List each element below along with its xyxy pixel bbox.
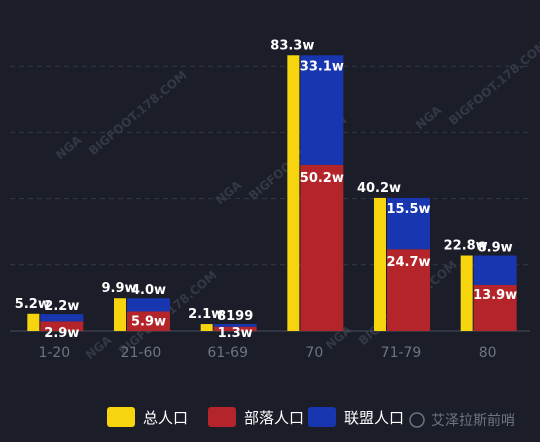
bar-alliance bbox=[473, 255, 517, 285]
bar-horde bbox=[213, 326, 257, 331]
legend-swatch bbox=[208, 407, 236, 427]
label-total: 22.8w bbox=[444, 239, 488, 254]
watermark-subtitle: BIGFOOT.178.COM bbox=[86, 68, 190, 158]
x-tick-label: 70 bbox=[305, 345, 323, 361]
source-caption: 艾泽拉斯前哨 bbox=[431, 412, 515, 429]
footer-caption: 艾泽拉斯前哨 bbox=[409, 412, 515, 429]
bar-horde bbox=[40, 321, 84, 331]
bar-horde bbox=[127, 311, 170, 331]
label-horde: 2.9w bbox=[44, 326, 79, 341]
bar-alliance bbox=[40, 314, 84, 322]
bar-total bbox=[374, 197, 386, 331]
bar-horde bbox=[473, 284, 517, 331]
label-horde: 1.3w bbox=[218, 326, 253, 341]
label-alliance: 15.5w bbox=[386, 202, 430, 217]
label-horde: 13.9w bbox=[473, 288, 517, 303]
label-total: 5.2w bbox=[15, 297, 50, 312]
bar-alliance bbox=[387, 197, 430, 250]
watermark-subtitle: BIGFOOT.178.COM bbox=[446, 38, 540, 128]
bar-total bbox=[287, 55, 300, 331]
label-horde: 50.2w bbox=[300, 171, 344, 186]
label-total: 9.9w bbox=[101, 281, 136, 296]
x-tick-label: 71-79 bbox=[381, 345, 422, 361]
label-alliance: 8.9w bbox=[478, 241, 513, 256]
bar-total bbox=[114, 298, 126, 331]
watermark-text: NGA bbox=[53, 132, 85, 162]
bar-total bbox=[460, 255, 473, 331]
bar-total bbox=[27, 313, 40, 331]
legend-label: 部落人口 bbox=[244, 409, 304, 427]
bar-horde bbox=[300, 164, 344, 331]
x-axis-ticks: 1-20 21-60 61-69 70 71-79 80 bbox=[38, 345, 496, 361]
label-total: 2.1w bbox=[188, 307, 223, 322]
watermark-text: NGA bbox=[413, 102, 445, 132]
label-horde: 5.9w bbox=[131, 314, 166, 329]
legend: 总人口 部落人口 联盟人口 bbox=[107, 407, 404, 427]
legend-label: 联盟人口 bbox=[344, 409, 404, 427]
x-tick-label: 1-20 bbox=[38, 345, 70, 361]
label-horde: 24.7w bbox=[386, 255, 430, 270]
legend-swatch bbox=[107, 407, 135, 427]
x-tick-label: 21-60 bbox=[121, 345, 162, 361]
wechat-icon bbox=[409, 412, 425, 428]
label-alliance: 2.2w bbox=[44, 299, 79, 314]
label-alliance: 8199 bbox=[217, 309, 253, 324]
bar-alliance bbox=[300, 55, 344, 165]
bar-horde bbox=[387, 249, 430, 331]
bar-total bbox=[200, 324, 213, 331]
grid-lines bbox=[10, 65, 530, 332]
bar-alliance bbox=[127, 298, 170, 312]
label-alliance: 33.1w bbox=[300, 59, 344, 74]
watermark-text: NGA bbox=[213, 177, 245, 207]
legend-label: 总人口 bbox=[143, 409, 188, 427]
x-tick-label: 80 bbox=[479, 345, 497, 361]
label-total: 40.2w bbox=[357, 181, 401, 196]
x-tick-label: 61-69 bbox=[207, 345, 248, 361]
label-total: 83.3w bbox=[270, 38, 314, 53]
label-alliance: 4.0w bbox=[131, 283, 166, 298]
watermark-text: NGA bbox=[83, 332, 115, 362]
bar-alliance bbox=[213, 323, 257, 327]
legend-swatch bbox=[308, 407, 336, 427]
